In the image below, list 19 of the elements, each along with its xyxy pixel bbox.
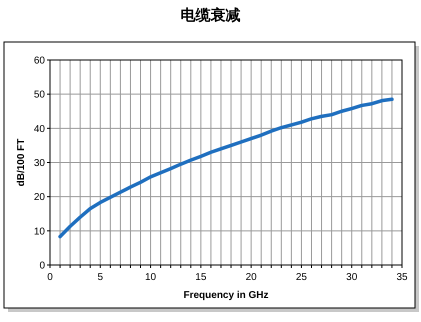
y-tick-label: 30 <box>34 158 46 169</box>
y-tick-label: 40 <box>34 124 46 135</box>
x-tick-label: 35 <box>396 272 408 283</box>
line-series <box>58 98 394 238</box>
y-tick-label: 60 <box>34 56 46 66</box>
x-tick-label: 0 <box>47 272 54 283</box>
y-tick-label: 20 <box>34 192 46 204</box>
x-tick-label: 5 <box>98 272 104 283</box>
x-tick-label: 10 <box>145 272 157 283</box>
y-tick-label: 10 <box>34 226 46 238</box>
x-tick-label: 30 <box>346 272 358 283</box>
y-tick-label: 0 <box>39 260 46 272</box>
y-tick-label: 50 <box>34 90 46 101</box>
x-tick-label: 20 <box>246 272 258 283</box>
x-tick-label: 15 <box>195 272 207 283</box>
x-axis-title: Frequency in GHz <box>183 290 269 301</box>
y-axis-title: dB/100 FT <box>16 138 27 186</box>
x-tick-label: 25 <box>296 272 308 283</box>
chart-title: 电缆衰减 <box>180 6 240 24</box>
